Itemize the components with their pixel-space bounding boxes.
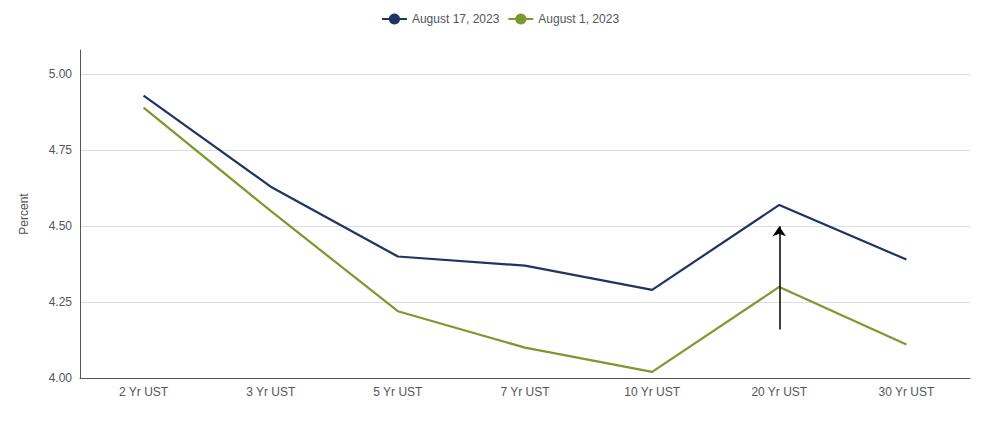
svg-text:2 Yr UST: 2 Yr UST <box>119 385 169 399</box>
svg-text:4.00: 4.00 <box>49 371 73 385</box>
svg-text:4.50: 4.50 <box>49 219 73 233</box>
svg-text:5.00: 5.00 <box>49 67 73 81</box>
svg-text:August 1, 2023: August 1, 2023 <box>538 12 619 26</box>
svg-text:30 Yr UST: 30 Yr UST <box>879 385 935 399</box>
svg-text:August 17, 2023: August 17, 2023 <box>412 12 500 26</box>
svg-text:10 Yr UST: 10 Yr UST <box>624 385 680 399</box>
svg-text:4.75: 4.75 <box>49 143 73 157</box>
svg-text:4.25: 4.25 <box>49 295 73 309</box>
svg-text:7 Yr UST: 7 Yr UST <box>500 385 550 399</box>
svg-text:5 Yr UST: 5 Yr UST <box>373 385 423 399</box>
svg-text:3 Yr UST: 3 Yr UST <box>246 385 296 399</box>
svg-text:20 Yr UST: 20 Yr UST <box>751 385 807 399</box>
svg-text:Percent: Percent <box>17 193 31 235</box>
